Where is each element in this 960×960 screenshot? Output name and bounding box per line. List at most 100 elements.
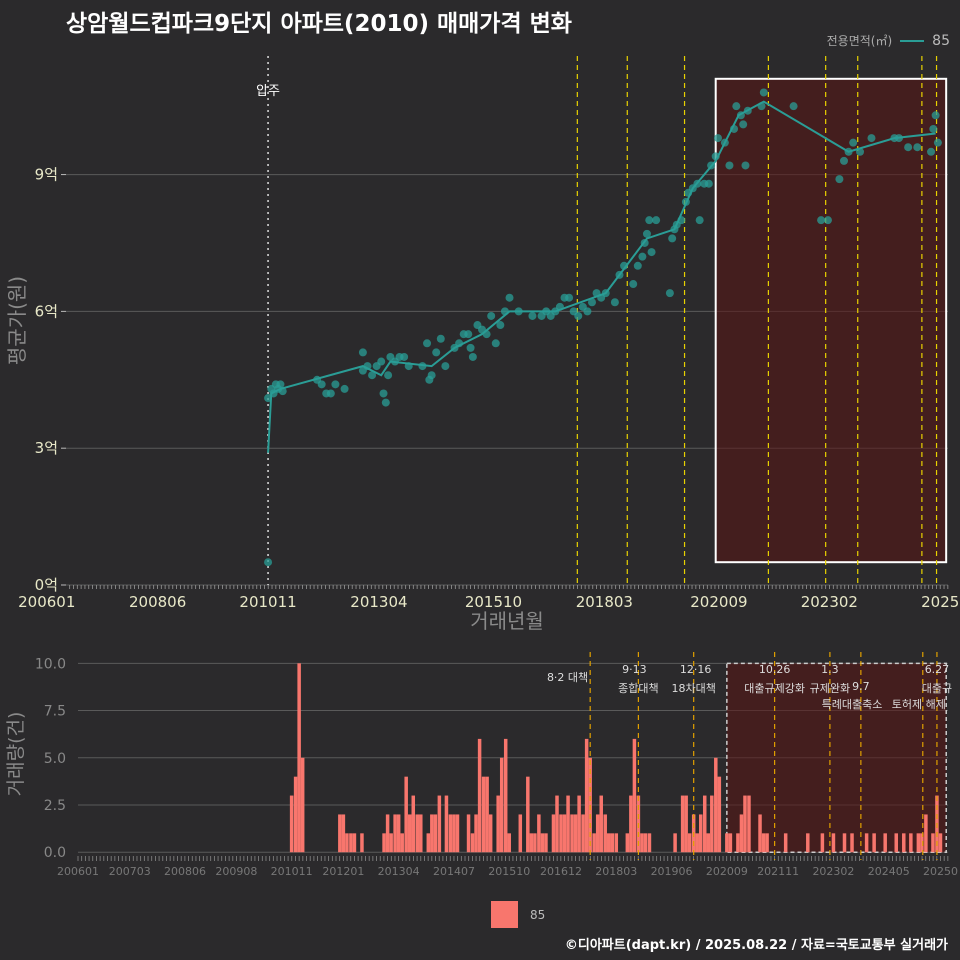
x-tick-label: 2025	[921, 593, 959, 611]
y-tick-label: 6억	[35, 302, 58, 320]
event-label: 6.27	[925, 663, 950, 676]
price-point	[757, 102, 766, 111]
x-tick-label: 201906	[651, 865, 693, 878]
volume-bar	[924, 814, 928, 853]
price-point	[276, 380, 285, 389]
price-point	[867, 134, 876, 143]
price-point	[615, 270, 624, 279]
y-tick-label: 7.5	[44, 704, 66, 720]
volume-bar	[551, 814, 556, 853]
price-point	[789, 102, 798, 111]
price-point	[363, 362, 372, 371]
volume-bar	[470, 833, 475, 853]
price-point	[423, 339, 432, 348]
price-chart: 0억 3억 6억 9억 200601 200806 201011 201304 201510 20…	[5, 56, 959, 633]
volume-bar	[725, 833, 729, 853]
price-point	[455, 339, 464, 348]
volume-bar	[573, 814, 578, 853]
volume-bar	[559, 814, 563, 853]
price-point	[933, 138, 942, 147]
volume-bar	[529, 833, 534, 853]
volume-bar	[352, 833, 357, 853]
event-label: 9·13	[622, 663, 647, 676]
volume-bar	[577, 795, 581, 853]
x-tick-label: 200806	[129, 593, 186, 611]
event-label: 대출규	[922, 682, 952, 695]
volume-bar	[902, 833, 906, 853]
price-point	[505, 293, 514, 302]
x-tick-label: 201304	[378, 865, 420, 878]
volume-bar	[728, 833, 733, 853]
price-point	[574, 311, 583, 320]
price-point	[681, 197, 690, 206]
volume-bar	[894, 833, 899, 853]
event-label: 규제완화	[810, 682, 850, 695]
volume-bar	[717, 776, 722, 853]
price-point	[427, 371, 436, 380]
volume-bar	[864, 833, 869, 853]
price-point	[677, 216, 686, 225]
price-point	[927, 147, 936, 156]
x-tick-label: 201407	[433, 865, 475, 878]
y-tick-label: 5.0	[44, 751, 66, 767]
price-point	[904, 143, 913, 152]
legend-bottom-value: 85	[530, 907, 546, 922]
volume-bar	[448, 814, 453, 853]
volume-bar	[396, 814, 401, 853]
volume-bar	[507, 833, 511, 853]
price-point	[496, 321, 505, 330]
volume-bar	[300, 757, 305, 853]
x-tick-label: 202302	[812, 865, 854, 878]
price-point	[739, 120, 748, 129]
price-point	[317, 380, 326, 389]
price-point	[491, 339, 500, 348]
y-tick-label: 2.5	[44, 798, 66, 814]
price-point	[400, 352, 409, 361]
price-point	[695, 216, 704, 225]
volume-bar	[629, 795, 633, 853]
volume-bar	[540, 833, 545, 853]
volume-bar	[916, 833, 921, 853]
price-point	[823, 216, 832, 225]
x-tick-label: 201510	[488, 865, 530, 878]
price-point	[377, 357, 386, 366]
price-point	[835, 175, 844, 184]
x-tick-label: 201201	[322, 865, 364, 878]
volume-bar	[758, 814, 762, 853]
price-point	[839, 156, 848, 165]
volume-bar	[385, 814, 390, 853]
volume-bar	[687, 833, 692, 853]
volume-bar	[382, 833, 386, 853]
volume-bar	[518, 814, 523, 853]
price-point	[368, 371, 377, 380]
volume-bar	[883, 833, 887, 853]
volume-chart: 0.0 2.5 5.0 7.5 10.0 200601 200703 200806 200908…	[5, 652, 958, 878]
price-point	[844, 147, 853, 156]
volume-bar	[761, 833, 766, 853]
volume-bar	[632, 738, 637, 853]
y-tick-label: 0억	[35, 576, 58, 594]
price-point	[720, 138, 729, 147]
volume-bar	[297, 663, 301, 853]
price-point	[693, 179, 702, 188]
volume-bar	[714, 757, 718, 853]
price-point	[638, 252, 647, 261]
event-label: 특례대출축소	[822, 698, 883, 711]
event-label: 종합대책	[618, 682, 658, 695]
volume-bar	[566, 795, 570, 853]
price-point	[528, 311, 537, 320]
volume-bar	[739, 814, 744, 853]
price-point	[358, 348, 367, 357]
highlight-region	[726, 662, 947, 853]
volume-bar	[419, 814, 423, 853]
price-point	[743, 106, 752, 115]
annotation-label: 압주	[256, 84, 280, 99]
volume-bar	[710, 795, 714, 853]
x-tick-label: 200703	[109, 865, 151, 878]
y-tick-label: 3억	[35, 439, 58, 457]
volume-bar	[831, 833, 836, 853]
y-tick-label: 10.0	[35, 656, 66, 672]
price-point	[929, 124, 938, 133]
credit-line: ©디아파트(dapt.kr) / 2025.08.22 / 자료=국토교통부 실…	[564, 938, 948, 953]
volume-bar	[555, 795, 559, 853]
